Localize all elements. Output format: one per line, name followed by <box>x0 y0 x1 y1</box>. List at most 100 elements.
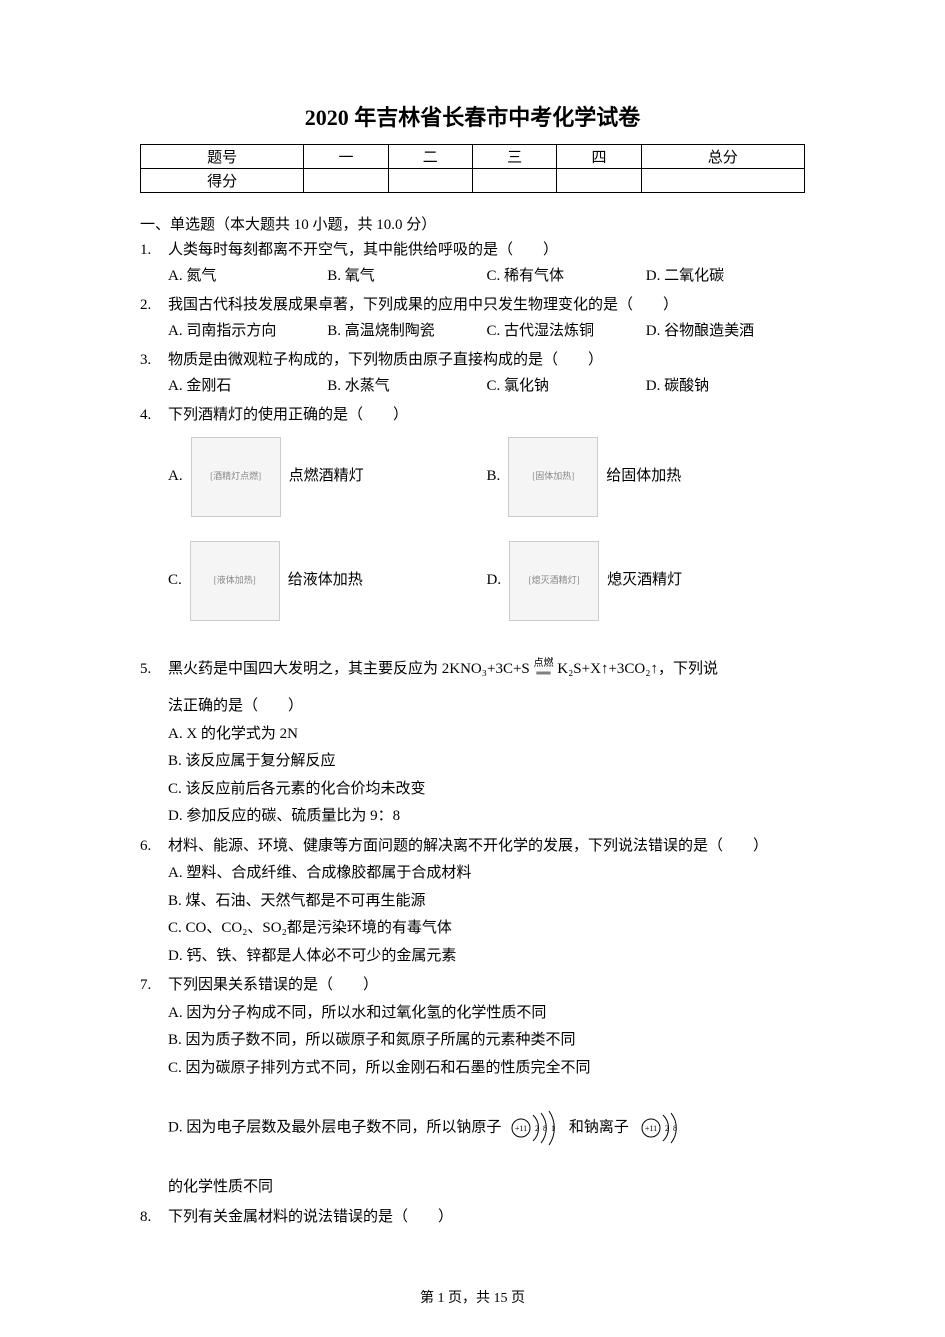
option-a: A. [酒精灯点燃] 点燃酒精灯 <box>168 437 487 517</box>
option-a: A. X 的化学式为 2N <box>168 722 805 748</box>
question-5: 5. 黑火药是中国四大发明之，其主要反应为 2KNO₃+3C+S 点燃 ══ K… <box>140 657 805 830</box>
cell: 一 <box>304 145 388 169</box>
option-caption: 熄灭酒精灯 <box>607 568 682 594</box>
option-label: A. <box>168 464 183 490</box>
option-d: D. 因为电子层数及最外层电子数不同，所以钠原子 +11 2 8 1 和钠离子 … <box>168 1105 805 1151</box>
cell <box>304 169 388 193</box>
option-label: B. <box>487 464 501 490</box>
svg-text:2: 2 <box>665 1124 669 1133</box>
question-body: 材料、能源、环境、健康等方面问题的解决离不开化学的发展，下列说法错误的是（ ） … <box>168 834 805 970</box>
option-c: C. 古代湿法炼铜 <box>487 319 646 345</box>
option-a: A. 金刚石 <box>168 374 327 400</box>
lamp-extinguish-icon: [熄灭酒精灯] <box>509 541 599 621</box>
option-caption: 给液体加热 <box>288 568 363 594</box>
question-1: 1. 人类每时每刻都离不开空气，其中能供给呼吸的是（ ） A. 氮气 B. 氧气… <box>140 238 805 289</box>
question-number: 3. <box>140 348 168 399</box>
cell: 总分 <box>641 145 804 169</box>
cell: 四 <box>557 145 641 169</box>
page-footer: 第 1 页，共 15 页 <box>140 1287 805 1307</box>
question-body: 下列因果关系错误的是（ ） A. 因为分子构成不同，所以水和过氧化氢的化学性质不… <box>168 973 805 1201</box>
option-d: D. 参加反应的碳、硫质量比为 9：8 <box>168 804 805 830</box>
option-c: C. 该反应前后各元素的化合价均未改变 <box>168 777 805 803</box>
svg-text:2: 2 <box>535 1124 539 1133</box>
option-d-part1: D. 因为电子层数及最外层电子数不同，所以钠原子 <box>168 1119 501 1135</box>
question-body: 下列有关金属材料的说法错误的是（ ） <box>168 1205 805 1231</box>
lamp-liquid-heat-icon: [液体加热] <box>190 541 280 621</box>
option-d: D. [熄灭酒精灯] 熄灭酒精灯 <box>487 541 806 621</box>
question-number: 6. <box>140 834 168 970</box>
sodium-atom-icon: +11 2 8 1 <box>505 1105 565 1151</box>
svg-text:+11: +11 <box>645 1124 657 1133</box>
stem-part: K₂S+X↑+3CO₂↑，下列说 <box>557 661 718 677</box>
option-b: B. 氧气 <box>327 264 486 290</box>
option-c: C. 稀有气体 <box>487 264 646 290</box>
option-d-line2: 的化学性质不同 <box>168 1175 805 1201</box>
question-3: 3. 物质是由微观粒子构成的，下列物质由原子直接构成的是（ ） A. 金刚石 B… <box>140 348 805 399</box>
option-c: C. CO、CO₂、SO₂都是污染环境的有毒气体 <box>168 916 805 942</box>
question-stem: 材料、能源、环境、健康等方面问题的解决离不开化学的发展，下列说法错误的是（ ） <box>168 834 805 860</box>
equals-sign: ══ <box>536 668 550 679</box>
question-number: 2. <box>140 293 168 344</box>
svg-text:8: 8 <box>543 1124 547 1133</box>
option-d: D. 碳酸钠 <box>646 374 805 400</box>
question-number: 7. <box>140 973 168 1201</box>
question-stem: 黑火药是中国四大发明之，其主要反应为 2KNO₃+3C+S 点燃 ══ K₂S+… <box>168 657 805 683</box>
question-body: 我国古代科技发展成果卓著，下列成果的应用中只发生物理变化的是（ ） A. 司南指… <box>168 293 805 344</box>
question-body: 黑火药是中国四大发明之，其主要反应为 2KNO₃+3C+S 点燃 ══ K₂S+… <box>168 657 805 830</box>
question-stem: 人类每时每刻都离不开空气，其中能供给呼吸的是（ ） <box>168 238 805 264</box>
option-label: D. <box>487 568 502 594</box>
question-7: 7. 下列因果关系错误的是（ ） A. 因为分子构成不同，所以水和过氧化氢的化学… <box>140 973 805 1201</box>
question-6: 6. 材料、能源、环境、健康等方面问题的解决离不开化学的发展，下列说法错误的是（… <box>140 834 805 970</box>
option-a: A. 司南指示方向 <box>168 319 327 345</box>
option-d: D. 钙、铁、锌都是人体必不可少的金属元素 <box>168 944 805 970</box>
question-8: 8. 下列有关金属材料的说法错误的是（ ） <box>140 1205 805 1231</box>
option-d: D. 谷物酿造美酒 <box>646 319 805 345</box>
cell <box>388 169 472 193</box>
table-row: 得分 <box>141 169 805 193</box>
question-stem: 我国古代科技发展成果卓著，下列成果的应用中只发生物理变化的是（ ） <box>168 293 805 319</box>
page-title: 2020 年吉林省长春市中考化学试卷 <box>140 100 805 132</box>
option-label: C. <box>168 568 182 594</box>
option-caption: 给固体加热 <box>606 464 681 490</box>
svg-text:+11: +11 <box>515 1124 527 1133</box>
question-number: 8. <box>140 1205 168 1231</box>
question-4: 4. 下列酒精灯的使用正确的是（ ） A. [酒精灯点燃] 点燃酒精灯 B. [… <box>140 403 805 653</box>
table-row: 题号 一 二 三 四 总分 <box>141 145 805 169</box>
cell: 得分 <box>141 169 304 193</box>
question-body: 下列酒精灯的使用正确的是（ ） A. [酒精灯点燃] 点燃酒精灯 B. [固体加… <box>168 403 805 653</box>
cell: 题号 <box>141 145 304 169</box>
question-number: 5. <box>140 657 168 830</box>
option-c: C. 氯化钠 <box>487 374 646 400</box>
cell <box>472 169 556 193</box>
option-d: D. 二氧化碳 <box>646 264 805 290</box>
lamp-light-icon: [酒精灯点燃] <box>191 437 281 517</box>
svg-text:1: 1 <box>551 1124 555 1133</box>
lamp-solid-heat-icon: [固体加热] <box>508 437 598 517</box>
option-d-mid: 和钠离子 <box>569 1119 629 1135</box>
question-stem: 下列有关金属材料的说法错误的是（ ） <box>168 1205 805 1231</box>
option-b: B. 因为质子数不同，所以碳原子和氮原子所属的元素种类不同 <box>168 1028 805 1054</box>
cell: 二 <box>388 145 472 169</box>
score-table: 题号 一 二 三 四 总分 得分 <box>140 144 805 193</box>
option-caption: 点燃酒精灯 <box>289 464 364 490</box>
question-stem: 下列酒精灯的使用正确的是（ ） <box>168 403 805 429</box>
cell: 三 <box>472 145 556 169</box>
cell <box>557 169 641 193</box>
question-stem: 下列因果关系错误的是（ ） <box>168 973 805 999</box>
option-b: B. 该反应属于复分解反应 <box>168 749 805 775</box>
cell <box>641 169 804 193</box>
option-a: A. 因为分子构成不同，所以水和过氧化氢的化学性质不同 <box>168 1001 805 1027</box>
option-b: B. 水蒸气 <box>327 374 486 400</box>
question-number: 1. <box>140 238 168 289</box>
option-b: B. [固体加热] 给固体加热 <box>487 437 806 517</box>
svg-text:8: 8 <box>673 1124 677 1133</box>
option-c: C. [液体加热] 给液体加热 <box>168 541 487 621</box>
option-a: A. 塑料、合成纤维、合成橡胶都属于合成材料 <box>168 861 805 887</box>
option-c: C. 因为碳原子排列方式不同，所以金刚石和石墨的性质完全不同 <box>168 1056 805 1082</box>
question-body: 人类每时每刻都离不开空气，其中能供给呼吸的是（ ） A. 氮气 B. 氧气 C.… <box>168 238 805 289</box>
option-b: B. 煤、石油、天然气都是不可再生能源 <box>168 889 805 915</box>
option-a: A. 氮气 <box>168 264 327 290</box>
question-2: 2. 我国古代科技发展成果卓著，下列成果的应用中只发生物理变化的是（ ） A. … <box>140 293 805 344</box>
question-stem: 物质是由微观粒子构成的，下列物质由原子直接构成的是（ ） <box>168 348 805 374</box>
section-heading: 一、单选题（本大题共 10 小题，共 10.0 分） <box>140 213 805 234</box>
